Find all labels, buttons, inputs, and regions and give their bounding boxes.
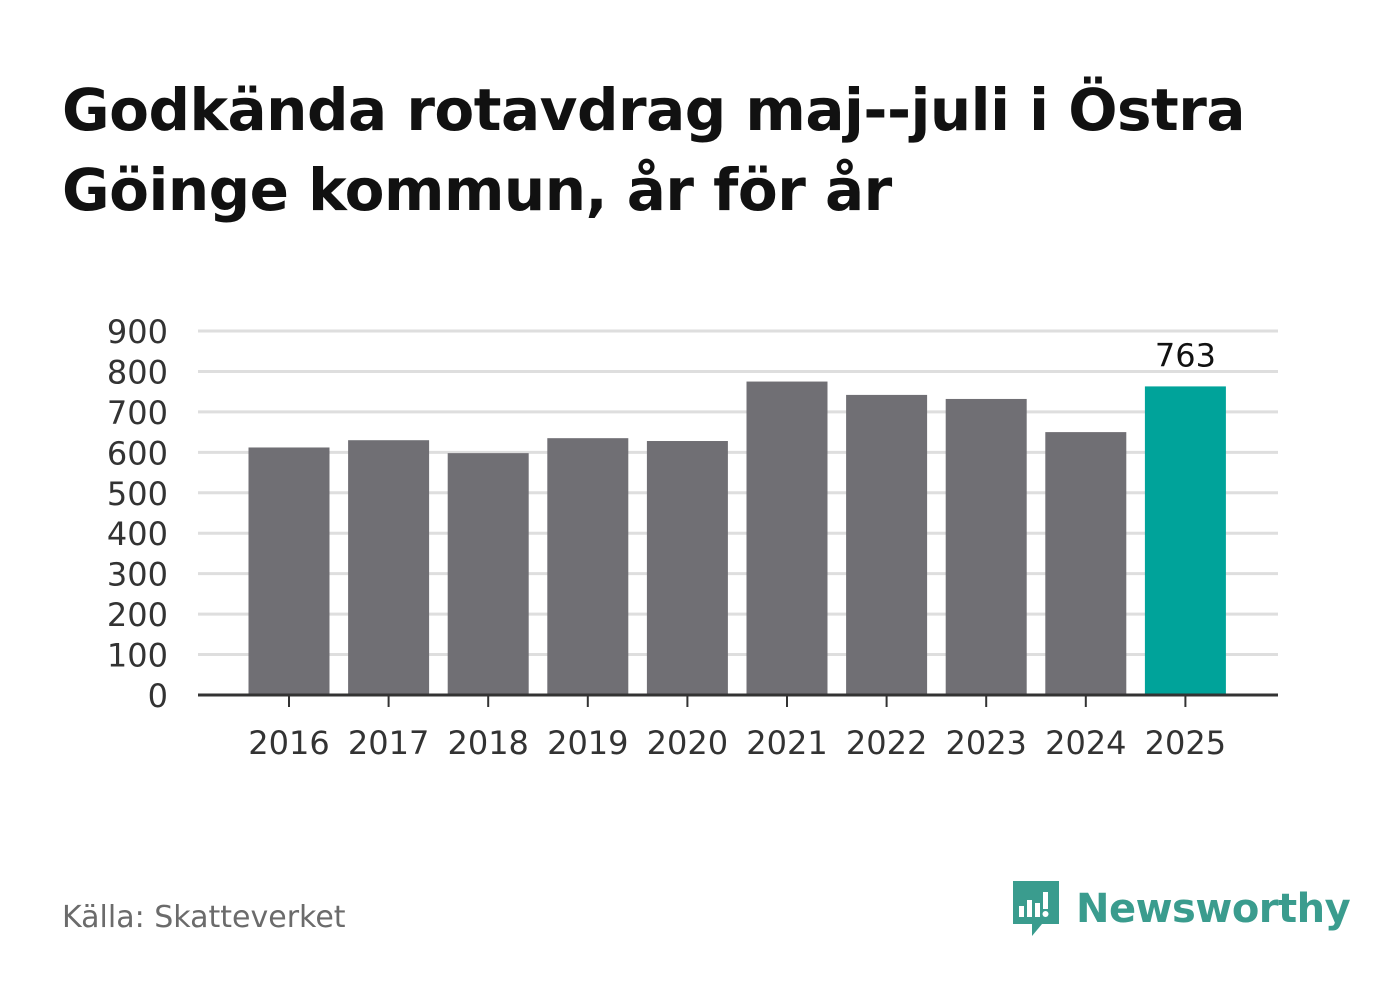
bar-2020 <box>646 441 728 695</box>
y-tick-label: 700 <box>107 394 168 432</box>
bar-2023 <box>945 398 1027 695</box>
x-tick-label: 2024 <box>1045 724 1126 762</box>
bar-2018 <box>447 453 529 695</box>
y-tick-label: 500 <box>107 475 168 513</box>
x-tick-label: 2025 <box>1145 724 1226 762</box>
data-label: 763 <box>1155 336 1216 374</box>
bar-2021 <box>746 381 828 695</box>
x-axis-ticks: 2016 2017 2018 2019 2020 2021 2022 2023 2024 2025 <box>248 695 1226 762</box>
x-tick-label: 2019 <box>547 724 628 762</box>
source-note: Källa: Skatteverket <box>62 900 346 935</box>
y-tick-label: 900 <box>107 313 168 351</box>
y-tick-label: 600 <box>107 434 168 472</box>
brand-logo: Newsworthy <box>1010 878 1351 940</box>
newsworthy-logo-icon <box>1013 881 1059 936</box>
y-tick-label: 800 <box>107 353 168 391</box>
bar-2019 <box>547 438 629 695</box>
y-tick-label: 0 <box>148 677 168 715</box>
brand-name: Newsworthy <box>1076 886 1351 932</box>
x-tick-label: 2020 <box>647 724 728 762</box>
x-tick-label: 2022 <box>846 724 927 762</box>
y-tick-label: 300 <box>107 556 168 594</box>
bar-2016 <box>248 447 330 695</box>
x-tick-label: 2016 <box>248 724 329 762</box>
data-labels: 763 <box>1155 336 1216 374</box>
bar-2024 <box>1045 432 1127 695</box>
bars <box>248 381 1226 695</box>
chart-title: Godkända rotavdrag maj--juli i Östra Göi… <box>62 76 1246 224</box>
x-tick-label: 2023 <box>945 724 1026 762</box>
x-tick-label: 2018 <box>447 724 528 762</box>
bar-2017 <box>348 440 430 695</box>
x-tick-label: 2021 <box>746 724 827 762</box>
y-tick-label: 200 <box>107 596 168 634</box>
x-tick-label: 2017 <box>348 724 429 762</box>
bar-2022 <box>846 394 928 695</box>
y-tick-label: 100 <box>107 637 168 675</box>
y-tick-label: 400 <box>107 515 168 553</box>
bar-2025 <box>1144 386 1226 695</box>
